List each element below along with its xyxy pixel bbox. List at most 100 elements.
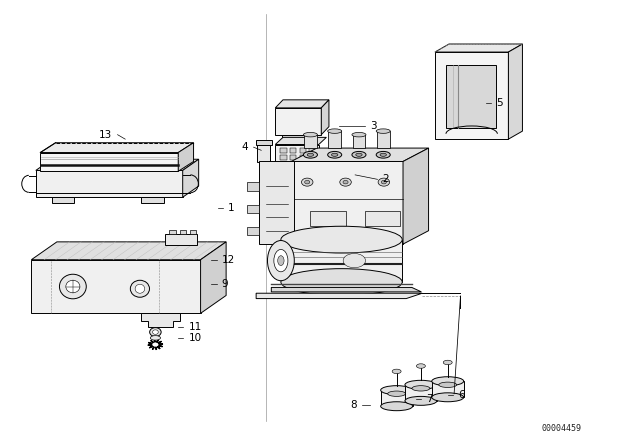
Polygon shape (300, 148, 306, 152)
Text: 8: 8 (351, 400, 357, 410)
Polygon shape (280, 155, 287, 159)
Ellipse shape (381, 181, 387, 184)
Polygon shape (275, 100, 329, 108)
Polygon shape (290, 162, 296, 167)
Polygon shape (275, 108, 321, 135)
Ellipse shape (343, 181, 348, 184)
Ellipse shape (307, 153, 314, 156)
Polygon shape (246, 227, 259, 235)
Ellipse shape (281, 226, 402, 253)
Polygon shape (282, 135, 315, 143)
Ellipse shape (303, 133, 317, 137)
Polygon shape (154, 339, 156, 342)
Ellipse shape (340, 178, 351, 186)
Polygon shape (40, 143, 193, 152)
Polygon shape (36, 170, 182, 197)
Polygon shape (280, 162, 287, 167)
Polygon shape (290, 155, 296, 159)
Polygon shape (246, 205, 259, 213)
Polygon shape (290, 148, 296, 152)
Ellipse shape (301, 178, 313, 186)
Polygon shape (309, 155, 316, 159)
Ellipse shape (60, 274, 86, 299)
Ellipse shape (352, 151, 366, 158)
Polygon shape (291, 161, 403, 244)
Ellipse shape (432, 393, 464, 402)
Text: 13: 13 (99, 129, 113, 140)
Polygon shape (159, 345, 163, 347)
Polygon shape (141, 197, 164, 202)
Ellipse shape (131, 280, 150, 297)
Polygon shape (151, 340, 154, 343)
Polygon shape (365, 211, 400, 226)
Text: 11: 11 (188, 322, 202, 332)
Polygon shape (300, 155, 306, 159)
Ellipse shape (281, 269, 402, 296)
Polygon shape (405, 385, 437, 401)
Ellipse shape (380, 153, 387, 156)
Ellipse shape (356, 153, 362, 156)
Polygon shape (148, 343, 152, 344)
Polygon shape (52, 197, 74, 202)
Ellipse shape (150, 336, 161, 340)
Polygon shape (353, 135, 365, 148)
Text: 9: 9 (221, 279, 228, 289)
Polygon shape (275, 138, 326, 145)
Polygon shape (156, 340, 158, 342)
Text: 10: 10 (188, 333, 202, 343)
Polygon shape (403, 148, 429, 244)
Text: 00004459: 00004459 (542, 424, 582, 433)
Polygon shape (257, 145, 270, 162)
Polygon shape (166, 234, 197, 246)
Polygon shape (170, 230, 175, 234)
Polygon shape (31, 242, 226, 260)
Ellipse shape (392, 369, 401, 374)
Polygon shape (152, 347, 154, 349)
Polygon shape (178, 143, 193, 171)
Polygon shape (40, 152, 178, 171)
Polygon shape (246, 182, 259, 190)
Polygon shape (256, 293, 422, 298)
Polygon shape (278, 177, 283, 181)
Ellipse shape (303, 151, 317, 158)
Ellipse shape (332, 153, 338, 156)
Ellipse shape (352, 133, 366, 137)
Text: 2: 2 (383, 174, 389, 184)
Polygon shape (435, 52, 508, 139)
Polygon shape (182, 159, 198, 197)
Ellipse shape (278, 256, 284, 266)
Ellipse shape (328, 129, 342, 134)
Polygon shape (149, 346, 153, 348)
Ellipse shape (378, 178, 390, 186)
Ellipse shape (405, 380, 437, 389)
Ellipse shape (405, 396, 437, 405)
Polygon shape (321, 100, 329, 135)
Text: 6: 6 (458, 390, 465, 400)
Ellipse shape (150, 327, 161, 336)
Polygon shape (281, 240, 402, 282)
Ellipse shape (412, 386, 430, 391)
Ellipse shape (305, 181, 310, 184)
Ellipse shape (388, 391, 406, 396)
Polygon shape (291, 148, 429, 161)
Polygon shape (447, 65, 495, 128)
Polygon shape (300, 162, 306, 167)
Ellipse shape (66, 280, 80, 293)
Polygon shape (36, 159, 198, 170)
Polygon shape (328, 131, 341, 148)
Polygon shape (31, 260, 200, 313)
Polygon shape (157, 346, 160, 349)
Ellipse shape (343, 254, 365, 268)
Polygon shape (294, 177, 300, 181)
Polygon shape (141, 313, 180, 327)
Ellipse shape (381, 386, 413, 395)
Text: 1: 1 (228, 203, 235, 213)
Ellipse shape (268, 241, 294, 281)
Ellipse shape (135, 284, 145, 293)
Polygon shape (275, 145, 319, 170)
Polygon shape (159, 344, 163, 345)
Polygon shape (310, 211, 346, 226)
Polygon shape (311, 177, 316, 181)
Polygon shape (303, 177, 308, 181)
Polygon shape (435, 44, 522, 52)
